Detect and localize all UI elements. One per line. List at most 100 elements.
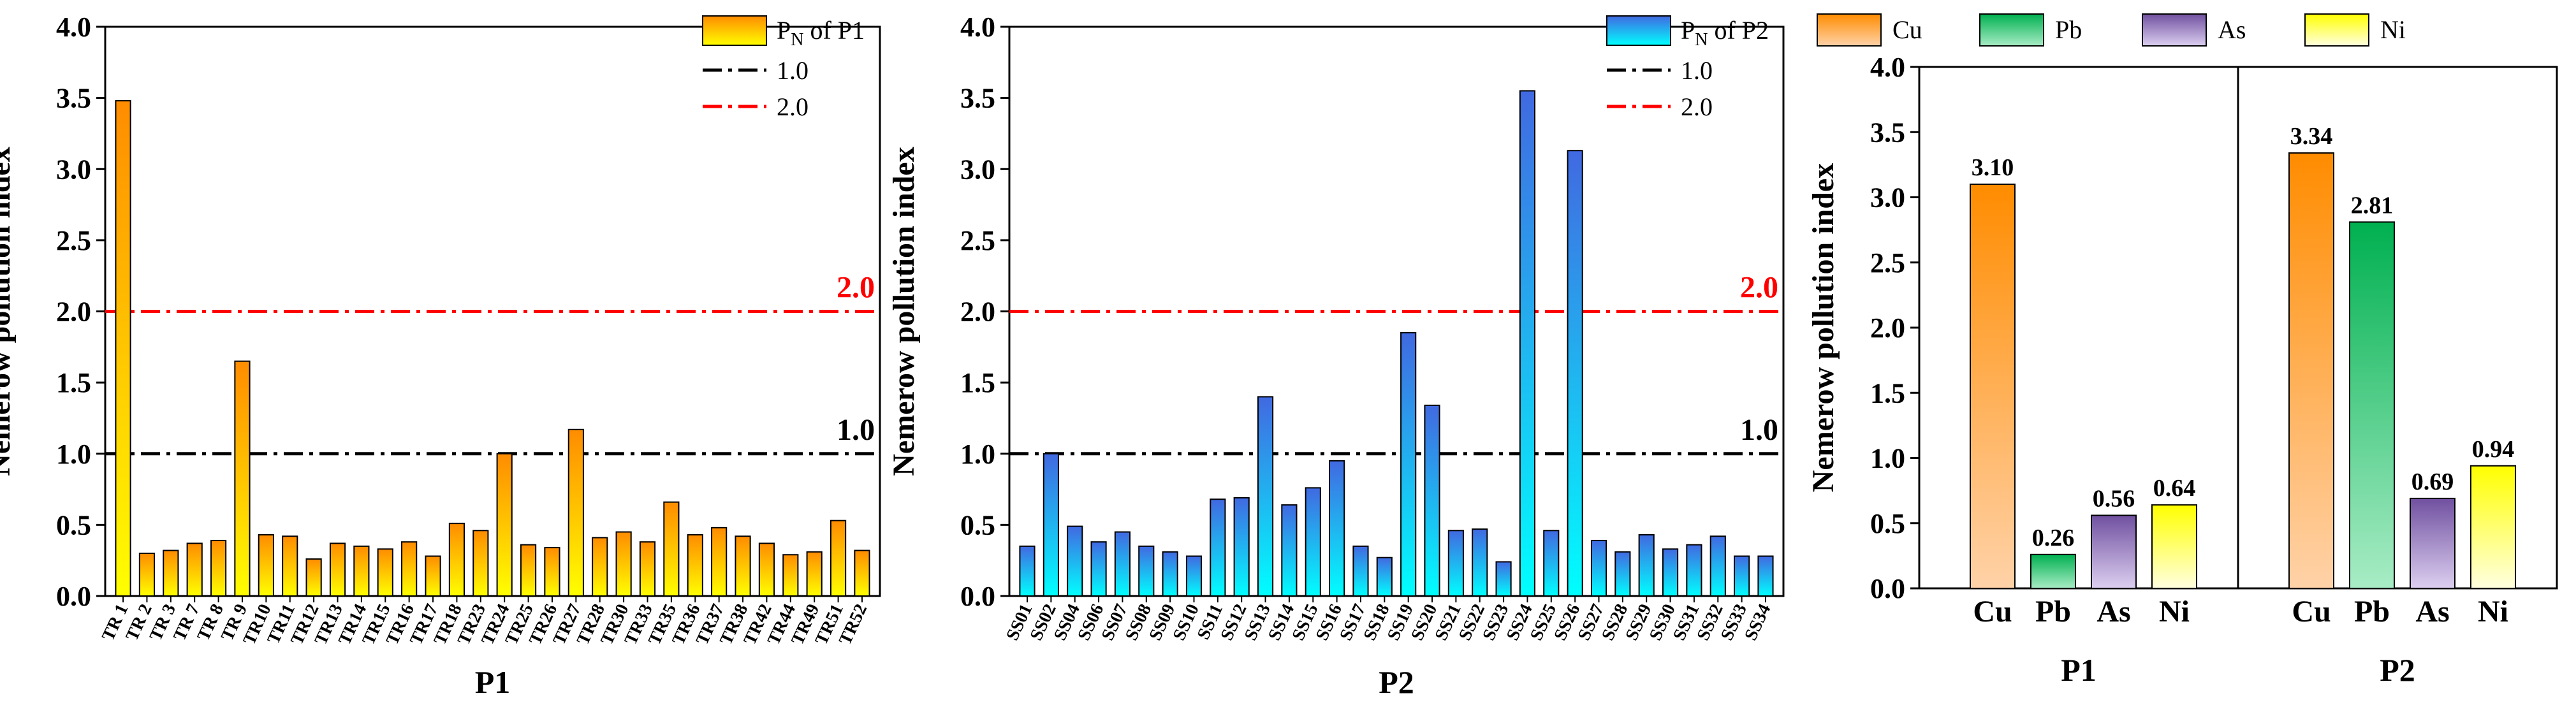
bar [663,501,680,597]
bar [1709,535,1726,597]
bar-value-label: 0.69 [2411,469,2454,495]
bar [1138,545,1155,597]
bar [1970,184,2016,589]
y-tick-label: 3.0 [1870,182,1905,214]
bar [1329,460,1345,597]
bar [1662,548,1679,597]
legend-label: 2.0 [777,92,809,121]
x-tick-label: Cu [2292,595,2331,629]
group-title: P2 [2380,652,2415,688]
bar-value-label: 0.26 [2032,525,2075,551]
bar [1352,545,1369,597]
y-tick-label: 3.0 [56,154,91,185]
bar-value-label: 0.56 [2093,485,2135,512]
y-tick-label: 4.0 [56,11,91,43]
y-tick-label: 1.5 [960,367,995,398]
y-tick-label: 0.0 [960,581,995,612]
legend-swatch [702,15,767,46]
bar [544,547,560,597]
legend-label: PN of P1 [777,16,865,50]
bar [353,545,370,597]
bar [1567,150,1583,597]
bar [210,539,227,597]
bar [1233,497,1250,597]
bar [496,453,513,597]
x-tick-label: Pb [2354,595,2390,629]
bar [377,548,393,597]
bar [448,523,465,597]
group-title: P1 [2061,652,2097,688]
x-tick-label: As [2097,595,2130,629]
bar [758,542,775,597]
bar-value-label: 0.94 [2472,436,2515,463]
legend-label: 1.0 [1681,56,1713,85]
y-tick-label: 3.5 [1870,117,1905,148]
y-tick-label: 0.5 [56,509,91,541]
bar [2470,465,2516,590]
bar [1114,531,1131,597]
reference-line-label: 2.0 [837,271,875,305]
reference-line-label: 2.0 [1740,271,1778,305]
bar [1162,551,1178,597]
bar [592,537,608,597]
bar [567,428,584,597]
x-tick-label: Ni [2478,595,2508,629]
bar [687,534,703,597]
legend-label: As [2218,15,2246,44]
bar [782,554,799,597]
legend: PN of P2 1.0 2.0 [1606,15,1769,121]
bar [115,100,131,597]
y-tick-label: 3.5 [960,83,995,114]
bar [472,530,489,597]
y-tick-label: 1.0 [1870,443,1905,474]
bar-value-label: 3.34 [2290,123,2333,150]
bar [1447,530,1464,597]
x-tick-label: Ni [2159,595,2190,629]
bar [1757,555,1774,597]
reference-line-label: 1.0 [837,413,875,447]
legend-label: PN of P2 [1681,16,1769,50]
bar [1495,561,1512,597]
y-tick-label: 3.5 [56,83,91,114]
bar [1400,331,1417,597]
bar [1376,556,1393,597]
bar [2030,553,2076,590]
bar [1090,541,1107,597]
x-axis-title: P1 [475,664,511,700]
x-tick-label: Pb [2035,595,2071,629]
x-axis-title: P2 [1379,664,1414,700]
y-tick-label: 0.5 [1870,508,1905,539]
legend-label: Ni [2380,15,2406,44]
legend-swatch [2304,13,2369,47]
bar [1543,530,1560,597]
bar [138,553,156,597]
y-tick-label: 2.5 [1870,247,1905,279]
y-tick-label: 0.0 [56,581,91,612]
bar [329,542,346,597]
bar [1185,555,1203,597]
y-tick-label: 2.0 [960,296,995,328]
bar [1067,525,1083,597]
y-tick-label: 0.0 [1870,573,1905,604]
bar-value-label: 3.10 [1972,154,2014,181]
chart-panel-summary: 0.0 0.5 1.0 1.5 2.0 2.5 3.0 3.5 4.0 Nemerow pollu… [1806,13,2558,688]
y-tick-label: 1.5 [56,367,91,398]
bar [615,531,632,597]
y-tick-label: 2.0 [1870,312,1905,344]
bar [1257,396,1274,597]
bar [2288,152,2334,590]
y-tick-label: 0.5 [960,509,995,541]
bar [163,549,179,597]
bar [1043,453,1059,597]
bar [1305,487,1321,597]
bar [639,541,656,597]
y-tick-label: 1.0 [960,439,995,470]
bar [2410,497,2455,590]
legend-label: 1.0 [777,56,809,85]
bar [1590,539,1607,597]
y-tick-label: 1.5 [1870,377,1905,409]
bar [282,535,298,597]
bar [854,549,870,597]
bar [806,551,823,597]
